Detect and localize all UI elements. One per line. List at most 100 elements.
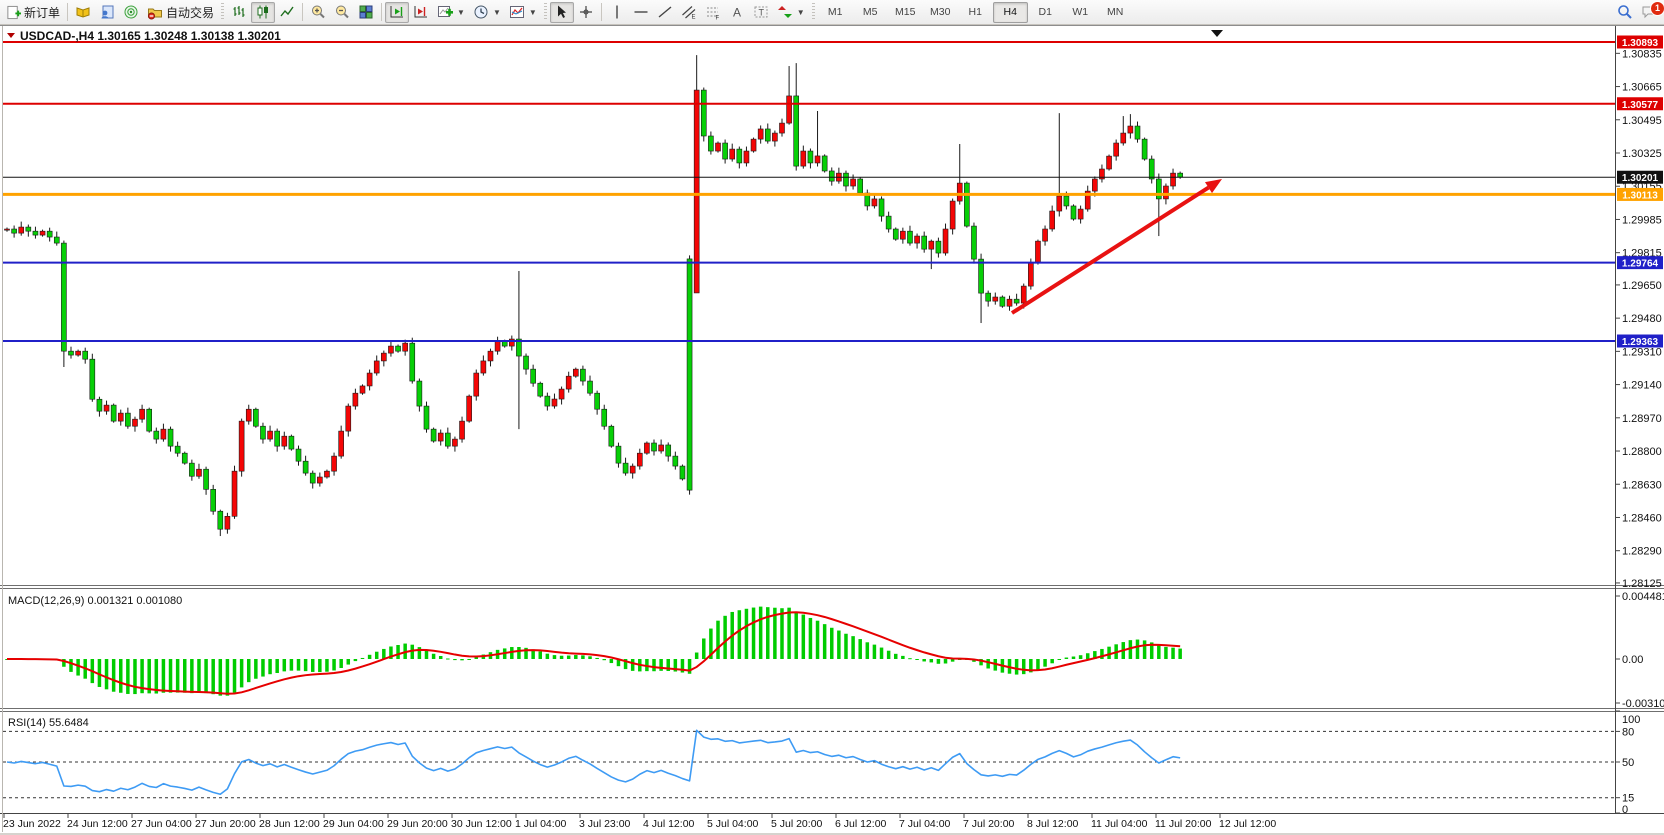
chat-button[interactable]: 1 bbox=[1637, 0, 1664, 23]
macd-bar bbox=[1149, 642, 1154, 659]
pane-separator[interactable] bbox=[0, 588, 1664, 589]
macd-bar bbox=[851, 636, 855, 659]
candle bbox=[89, 353, 96, 402]
timeframe-button-w1[interactable]: W1 bbox=[1072, 6, 1089, 18]
pane-separator[interactable] bbox=[0, 585, 1664, 586]
macd-bar bbox=[702, 638, 706, 659]
horizontal-line-tool-button[interactable] bbox=[629, 2, 653, 23]
chart-shift-button[interactable] bbox=[409, 2, 433, 23]
candle bbox=[544, 392, 551, 411]
price-tag bbox=[1617, 187, 1663, 201]
data-window-button[interactable] bbox=[95, 2, 119, 23]
candle bbox=[32, 226, 39, 239]
pane-separator[interactable] bbox=[0, 711, 1664, 712]
candle bbox=[750, 137, 757, 153]
time-axis-line bbox=[0, 813, 1664, 814]
navigator-icon bbox=[124, 5, 138, 19]
autotrade-button[interactable]: 自动交易 bbox=[143, 2, 218, 23]
bar-chart-mode-button[interactable] bbox=[227, 2, 251, 23]
candle bbox=[942, 223, 949, 256]
price-tick-label: 1.29650 bbox=[1622, 280, 1662, 292]
templates-icon bbox=[509, 6, 524, 18]
candle bbox=[68, 346, 74, 359]
candle bbox=[210, 484, 216, 515]
candle bbox=[309, 470, 316, 489]
clock-icon bbox=[474, 5, 488, 19]
text-tool-button[interactable]: A bbox=[725, 2, 749, 23]
candle bbox=[359, 384, 366, 395]
search-button[interactable] bbox=[1613, 2, 1637, 23]
svg-text:T: T bbox=[758, 8, 764, 18]
candle bbox=[935, 237, 942, 258]
trendline-tool-button[interactable] bbox=[653, 2, 677, 23]
chart-title: USDCAD-,H4 1.30165 1.30248 1.30138 1.302… bbox=[20, 29, 281, 43]
price-chart[interactable]: 1.308351.306651.304951.303251.301551.299… bbox=[0, 26, 1664, 832]
pane-separator[interactable] bbox=[0, 708, 1664, 709]
candle bbox=[302, 455, 309, 476]
cursor-tool-button[interactable] bbox=[549, 1, 574, 23]
candle bbox=[110, 403, 117, 423]
trend-arrow-head[interactable] bbox=[1205, 179, 1222, 194]
chart-shift-icon bbox=[414, 6, 428, 18]
autoscroll-button[interactable] bbox=[385, 1, 410, 23]
indicators-button[interactable]: ▼ bbox=[433, 2, 469, 23]
timeframe-button-m1[interactable]: M1 bbox=[827, 6, 843, 18]
indicators-icon bbox=[438, 6, 454, 17]
macd-bar bbox=[332, 659, 336, 671]
line-chart-mode-button[interactable] bbox=[275, 2, 299, 23]
timeframe-button-m5[interactable]: M5 bbox=[862, 6, 878, 18]
rsi-axis-label: 0 bbox=[1622, 804, 1628, 816]
macd-bar bbox=[510, 647, 514, 659]
channel-tool-button[interactable]: E bbox=[677, 2, 701, 23]
timeframe-button-m30[interactable]: M30 bbox=[930, 6, 951, 18]
toolbar-grip[interactable] bbox=[811, 3, 815, 21]
templates-button[interactable]: ▼ bbox=[505, 2, 541, 23]
candlestick-mode-button[interactable] bbox=[251, 1, 276, 23]
navigator-button[interactable] bbox=[119, 2, 143, 23]
candle bbox=[764, 123, 771, 144]
macd-axis-label: 0.004481 bbox=[1622, 591, 1664, 603]
market-watch-button[interactable] bbox=[71, 2, 95, 23]
collapse-triangle-icon[interactable] bbox=[7, 33, 15, 38]
candle bbox=[103, 400, 110, 415]
timeframe-button-h1[interactable]: H1 bbox=[968, 6, 982, 18]
time-axis-label: 7 Jul 04:00 bbox=[899, 818, 951, 830]
time-axis-label: 4 Jul 12:00 bbox=[643, 818, 695, 830]
tile-windows-button[interactable] bbox=[354, 2, 378, 23]
vertical-line-tool-button[interactable] bbox=[605, 2, 629, 23]
scroll-marker-icon[interactable] bbox=[1211, 30, 1223, 37]
periods-button[interactable]: ▼ bbox=[469, 2, 505, 23]
macd-bar bbox=[936, 659, 941, 664]
arrows-tool-button[interactable]: ▼ bbox=[773, 2, 809, 23]
rsi-axis-label: 80 bbox=[1622, 726, 1634, 738]
timeframe-button-mn[interactable]: MN bbox=[1107, 6, 1124, 18]
timeframe-button-h4[interactable]: H4 bbox=[992, 1, 1028, 23]
toolbar-grip[interactable] bbox=[543, 3, 547, 21]
macd-bar bbox=[602, 659, 606, 661]
candle bbox=[196, 463, 202, 479]
zoom-out-button[interactable] bbox=[330, 2, 354, 23]
macd-bar bbox=[133, 659, 137, 695]
macd-axis-label: -0.003103 bbox=[1622, 698, 1664, 710]
chart-window[interactable]: 1.30835 1.30665 1.30495 1.30325 1.30155 1.299… bbox=[0, 25, 1664, 833]
macd-bar bbox=[694, 652, 699, 659]
timeframe-button-m15[interactable]: M15 bbox=[895, 6, 916, 18]
zoom-in-button[interactable] bbox=[306, 2, 330, 23]
new-order-button[interactable]: 新订单 bbox=[2, 2, 64, 23]
text-label-tool-button[interactable]: T bbox=[749, 2, 773, 23]
new-order-icon bbox=[7, 5, 21, 19]
timeframe-button-d1[interactable]: D1 bbox=[1038, 6, 1052, 18]
macd-bar bbox=[680, 659, 685, 673]
candle bbox=[793, 63, 800, 171]
candle bbox=[274, 428, 280, 452]
macd-bar bbox=[716, 620, 720, 659]
toolbar-grip[interactable] bbox=[221, 3, 225, 21]
trend-arrow-line[interactable] bbox=[1010, 185, 1210, 315]
candle bbox=[324, 469, 330, 479]
candle bbox=[224, 512, 231, 534]
candle bbox=[971, 222, 977, 264]
svg-text:F: F bbox=[715, 16, 719, 21]
crosshair-tool-button[interactable] bbox=[574, 2, 598, 23]
macd-bar bbox=[168, 659, 173, 693]
fibonacci-tool-button[interactable]: F bbox=[701, 2, 725, 23]
